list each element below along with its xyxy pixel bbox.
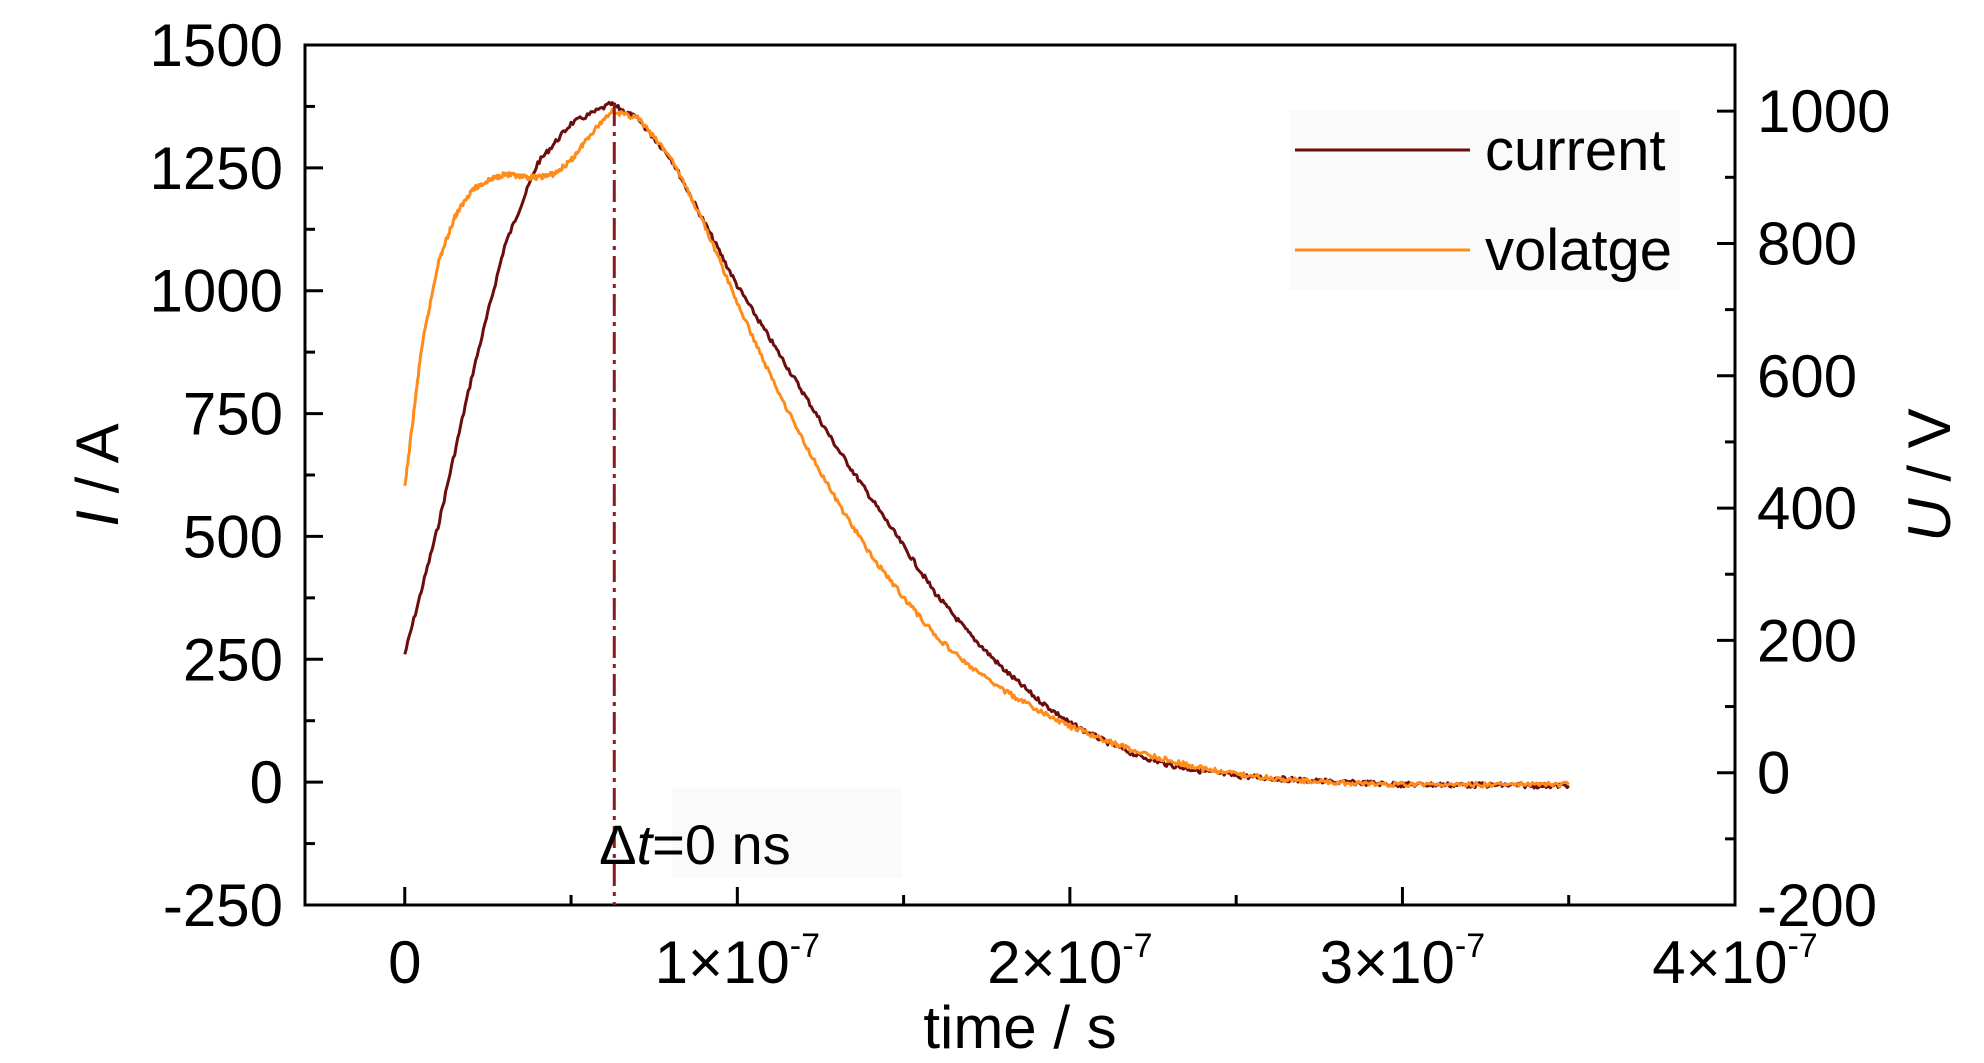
x-tick-mantissa: 0 <box>388 929 421 996</box>
x-tick-mantissa: 4×10 <box>1652 929 1787 996</box>
y-right-axis-symbol: U <box>1896 498 1963 542</box>
y-right-tick-label: -200 <box>1757 872 1877 939</box>
annotation-rest: =0 ns <box>652 813 791 876</box>
x-tick-exponent: -7 <box>1787 927 1817 965</box>
y-right-tick-label: 600 <box>1757 343 1857 410</box>
y-left-axis-unit: / A <box>64 423 131 510</box>
x-tick-label: 3×10-7 <box>1320 927 1485 996</box>
x-axis-title: time / s <box>923 994 1116 1061</box>
y-left-tick-label: 500 <box>183 503 283 570</box>
y-left-tick-label: 250 <box>183 626 283 693</box>
x-tick-label: 4×10-7 <box>1652 927 1817 996</box>
y-left-tick-label: -250 <box>163 872 283 939</box>
x-tick-mantissa: 1×10 <box>655 929 790 996</box>
legend-background <box>1290 110 1680 290</box>
y-right-tick-label: 200 <box>1757 607 1857 674</box>
y-right-tick-label: 800 <box>1757 210 1857 277</box>
annotation-var: t <box>637 813 655 876</box>
axis-ticks: 0 1×10-7 2×10-7 3×10-7 4×10-7-25002505007501… <box>150 12 1891 996</box>
legend-label-current: current <box>1485 118 1666 183</box>
series-layer <box>403 100 1570 790</box>
y-left-axis-title: I / A <box>64 423 131 526</box>
delta-t-annotation: Δt=0 ns <box>599 788 902 878</box>
legend: current volatge <box>1290 110 1680 290</box>
x-tick-label: 2×10-7 <box>987 927 1152 996</box>
x-tick-exponent: -7 <box>1122 927 1152 965</box>
y-right-axis-title: U / V <box>1896 408 1963 541</box>
x-tick-label: 0 <box>388 929 421 996</box>
x-tick-exponent: -7 <box>790 927 820 965</box>
series-line-volatge <box>403 108 1570 789</box>
y-left-tick-label: 0 <box>250 749 283 816</box>
y-left-tick-label: 1500 <box>150 12 283 79</box>
y-right-tick-label: 400 <box>1757 475 1857 542</box>
annotation-delta: Δ <box>599 813 636 876</box>
y-right-axis-unit: / V <box>1896 408 1963 498</box>
y-left-tick-label: 750 <box>183 381 283 448</box>
x-tick-label: 1×10-7 <box>655 927 820 996</box>
legend-label-volatge: volatge <box>1485 218 1672 283</box>
y-left-tick-label: 1000 <box>150 258 283 325</box>
y-right-tick-label: 1000 <box>1757 78 1890 145</box>
annotation-background <box>672 788 902 878</box>
annotation-text: Δt=0 ns <box>599 813 791 876</box>
y-left-tick-label: 1250 <box>150 135 283 202</box>
x-tick-mantissa: 2×10 <box>987 929 1122 996</box>
x-tick-mantissa: 3×10 <box>1320 929 1455 996</box>
y-left-axis-symbol: I <box>64 510 131 527</box>
y-right-tick-label: 0 <box>1757 740 1790 807</box>
x-tick-exponent: -7 <box>1455 927 1485 965</box>
